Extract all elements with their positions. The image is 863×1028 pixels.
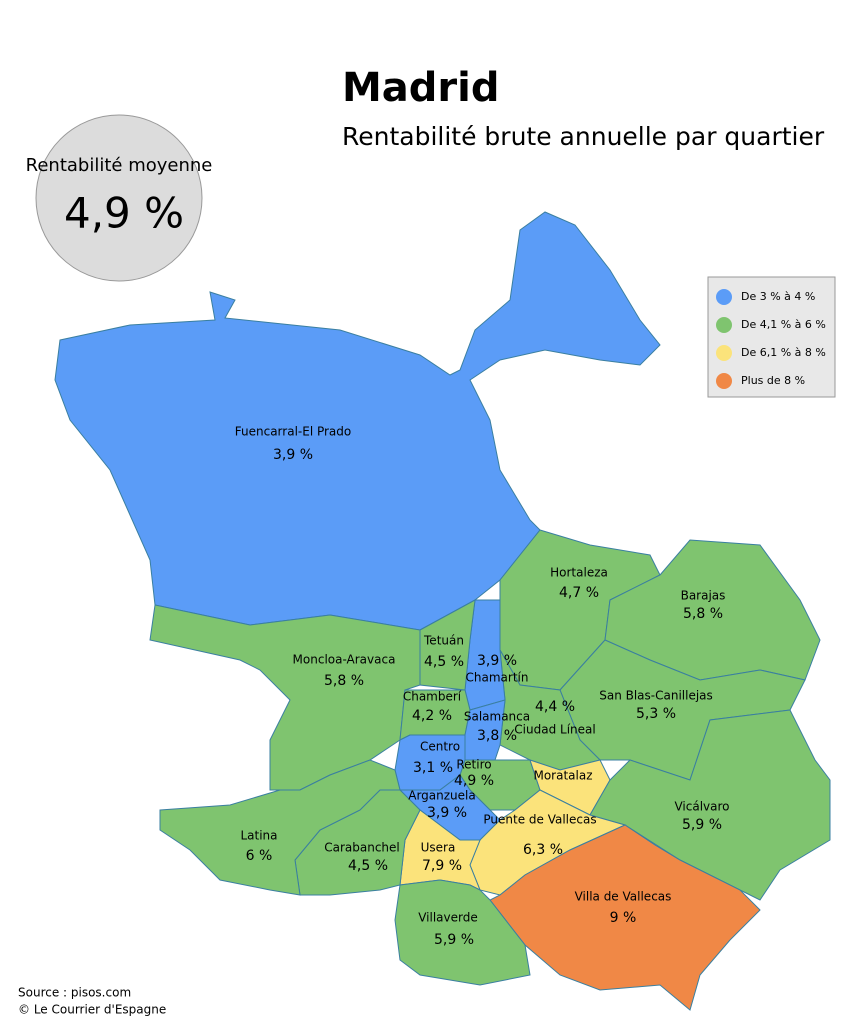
district-name: Retiro	[456, 758, 491, 772]
district-value: 3,8 %	[477, 728, 517, 744]
district-value: 7,9 %	[422, 858, 462, 874]
district-name: Villaverde	[418, 911, 478, 925]
district-name: Chamartín	[466, 671, 529, 685]
district-value: 5,3 %	[636, 706, 676, 722]
district-name: Hortaleza	[550, 566, 608, 580]
district	[159, 759, 401, 896]
district-name: Chamberí	[403, 690, 462, 704]
district-value: 5,9 %	[434, 932, 474, 948]
district-value: 5,8 %	[683, 606, 723, 622]
legend-swatch	[716, 345, 732, 361]
district-name: Moncloa-Aravaca	[293, 653, 396, 667]
district-value: 3,9 %	[273, 447, 313, 463]
average-circle	[35, 114, 203, 282]
district-value: 4,5 %	[424, 654, 464, 670]
district-name: Vicálvaro	[674, 800, 729, 814]
district-name: Carabanchel	[324, 841, 400, 855]
district-value: 4,4 %	[535, 699, 575, 715]
district-value: 9 %	[610, 910, 637, 926]
district-name: Ciudad Líneal	[514, 723, 595, 737]
district-value: 4,5 %	[348, 858, 388, 874]
district-value: 4,9 %	[454, 773, 494, 789]
district-value: 6,3 %	[523, 842, 563, 858]
credit: © Le Courrier d'Espagne	[18, 1003, 166, 1017]
legend-label: De 6,1 % à 8 %	[741, 346, 826, 359]
district-name: Moratalaz	[533, 769, 592, 783]
legend-swatch	[716, 373, 732, 389]
legend-label: De 4,1 % à 6 %	[741, 318, 826, 331]
legend-label: De 3 % à 4 %	[741, 290, 815, 303]
average-value: 4,9 %	[64, 189, 184, 238]
district-value: 3,9 %	[477, 653, 517, 669]
source: Source : pisos.com	[18, 986, 131, 1000]
legend-swatch	[716, 289, 732, 305]
average-label: Rentabilité moyenne	[26, 155, 213, 176]
district-value: 3,9 %	[427, 805, 467, 821]
district	[394, 879, 531, 986]
legend-swatch	[716, 317, 732, 333]
district-value: 3,1 %	[413, 760, 453, 776]
title: Madrid	[342, 65, 500, 111]
district	[489, 824, 761, 1011]
district-value: 4,7 %	[559, 585, 599, 601]
district-value: 5,9 %	[682, 817, 722, 833]
district-name: Usera	[421, 841, 456, 855]
legend-label: Plus de 8 %	[741, 374, 805, 387]
district-name: Villa de Vallecas	[575, 890, 672, 904]
district-value: 6 %	[246, 848, 273, 864]
district-name: Fuencarral-El Prado	[235, 425, 351, 439]
district-value: 4,2 %	[412, 708, 452, 724]
district-name: San Blas-Canillejas	[599, 689, 713, 703]
district-name: Salamanca	[464, 710, 530, 724]
district-name: Barajas	[681, 589, 726, 603]
district	[149, 604, 421, 791]
district-name: Centro	[420, 740, 460, 754]
district-name: Arganzuela	[408, 789, 475, 803]
district-name: Latina	[240, 829, 277, 843]
subtitle: Rentabilité brute annuelle par quartier	[342, 122, 825, 151]
district-name: Puente de Vallecas	[483, 813, 596, 827]
district-value: 5,8 %	[324, 673, 364, 689]
district-name: Tetuán	[423, 634, 464, 648]
